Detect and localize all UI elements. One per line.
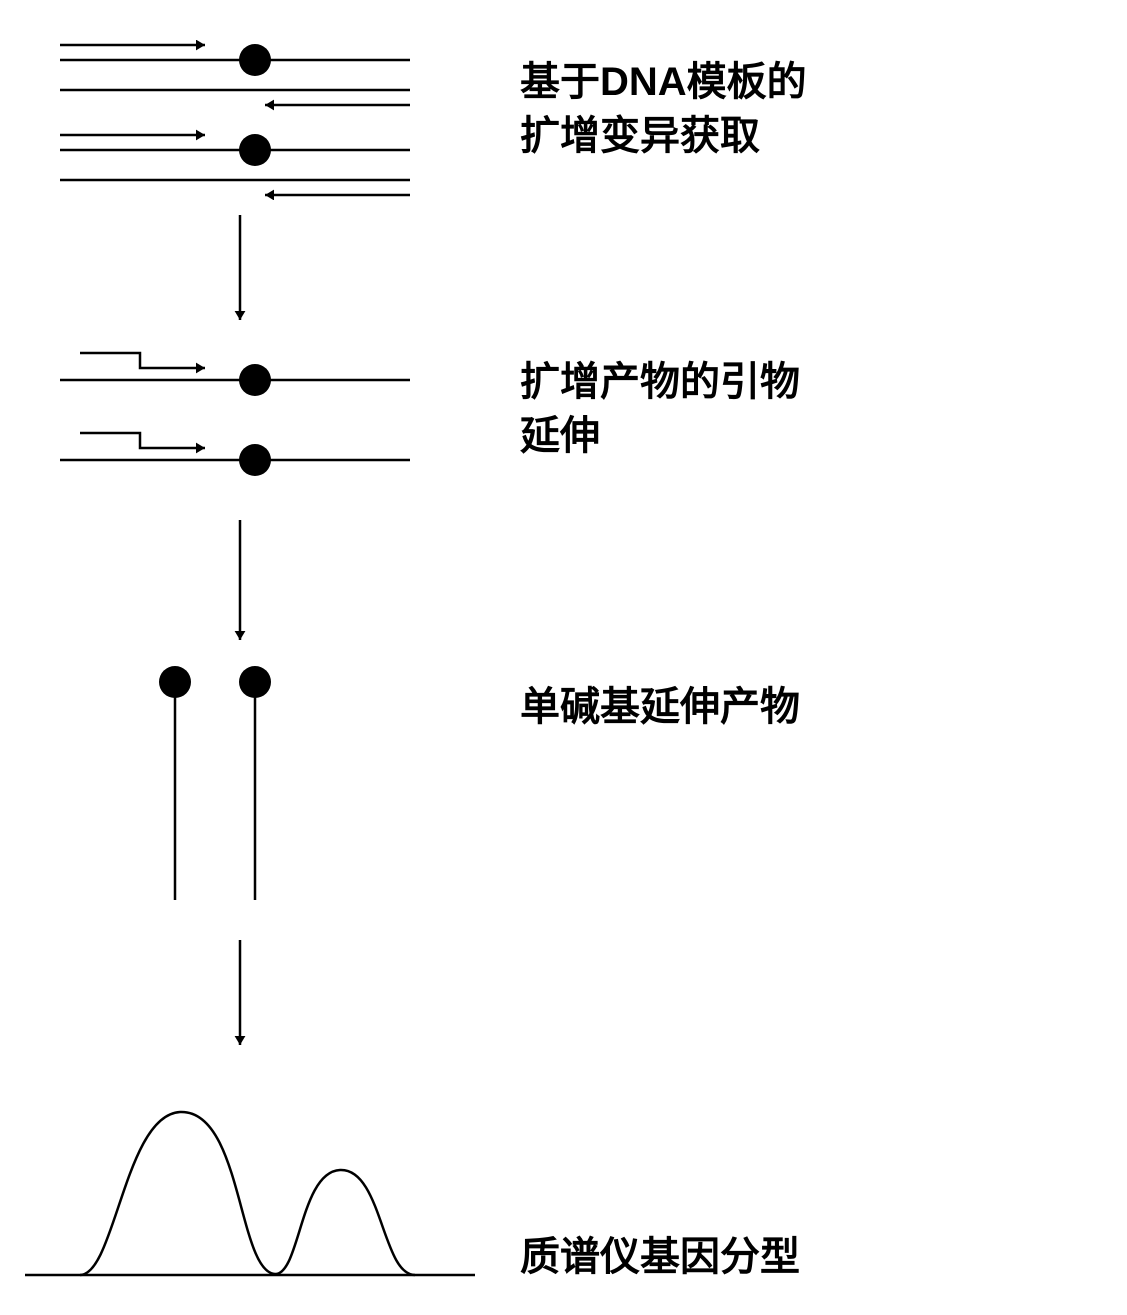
connector-arrows [0,0,1127,1315]
